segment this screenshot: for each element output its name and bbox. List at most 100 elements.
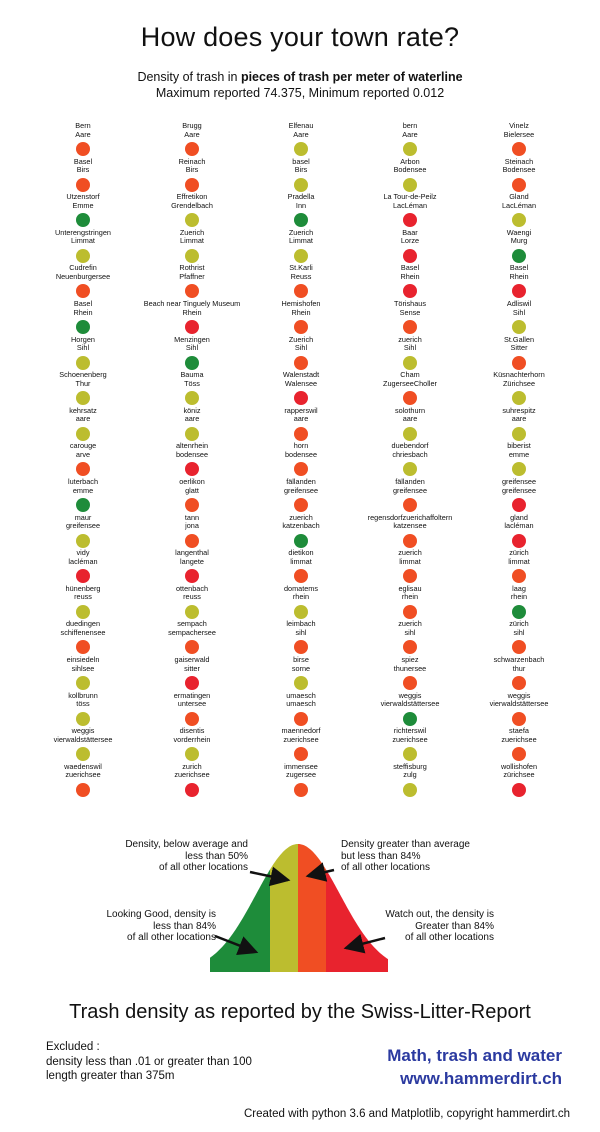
location-name: Menzingen (174, 334, 210, 344)
water-body-name: LacLéman (392, 200, 428, 210)
water-body-name: LacLéman (501, 200, 537, 210)
water-body-name: thunersee (393, 663, 427, 673)
location-name: Brugg (182, 121, 202, 130)
brand-block: Math, trash and water www.hammerdirt.ch (387, 1044, 562, 1090)
location-name: Utzenstorf (66, 192, 100, 202)
arrow-high (343, 933, 386, 954)
density-dot (76, 248, 90, 263)
water-body-name: Thur (75, 378, 91, 388)
location-cell: Zuerich Limmat (246, 228, 356, 263)
water-body-name: sorne (291, 663, 311, 673)
location-name: zürich (509, 619, 529, 629)
location-name: spiez (401, 655, 419, 664)
location-cell: Zuerich Limmat (137, 228, 247, 263)
location-cell: solothurn aare (355, 406, 465, 441)
location-cell: Pradella Inn (246, 193, 356, 228)
location-name: staefa (509, 726, 529, 736)
location-name: Basel (73, 299, 93, 308)
brand-url[interactable]: www.hammerdirt.ch (400, 1069, 562, 1088)
water-body-name: zürichsee (503, 770, 535, 780)
water-body-name: Bodensee (502, 165, 536, 175)
location-cell: laag rhein (464, 584, 574, 619)
location-cell: Walenstadt Walensee (246, 371, 356, 406)
location-cell: duebendorf chriesbach (355, 442, 465, 477)
location-name: sempach (177, 619, 207, 629)
location-name: zurich (182, 761, 202, 771)
density-dot (185, 640, 199, 655)
water-body-name: jona (185, 521, 199, 531)
water-body-name: Sense (399, 307, 421, 317)
location-name: zürich (509, 548, 529, 558)
location-name: Rothrist (179, 263, 205, 273)
density-dot (403, 320, 417, 334)
location-cell: zürich sihl (464, 619, 574, 655)
location-name: bern (402, 121, 418, 130)
water-body-name: arve (75, 449, 91, 459)
water-body-name: sihl (513, 627, 525, 637)
location-name: Arbon (400, 156, 420, 166)
bell-segment-below-average (270, 844, 298, 972)
water-body-name: aare (184, 414, 200, 424)
water-body-name: Neuenburgersee (55, 271, 111, 281)
water-body-name: Walensee (284, 378, 318, 388)
label-above-average-line3: of all other locations (341, 862, 430, 873)
location-cell: Cudrefin Neuenburgersee (28, 264, 138, 299)
density-dot (185, 391, 199, 406)
density-dot (294, 711, 308, 726)
location-name: Vinelz (509, 121, 529, 130)
density-dot (403, 355, 417, 370)
location-name: St.Karli (289, 263, 313, 273)
water-body-name: Sihl (403, 343, 417, 353)
density-dot (403, 177, 417, 192)
label-high: Watch out, the density is Greater than 8… (374, 909, 494, 944)
location-cell: zuerich sihl (355, 620, 465, 655)
water-body-name: Grendelbach (171, 200, 213, 210)
density-dot (294, 391, 308, 406)
density-dot (512, 711, 526, 726)
water-body-name: Bielersee (503, 129, 535, 139)
water-body-name: zuerichsee (174, 770, 210, 780)
label-above-average-line1: Density greater than average (341, 839, 470, 850)
location-cell: weggis vierwaldstättersee (464, 691, 574, 726)
location-cell: Reinach Birs (137, 157, 247, 192)
label-above-average-line2: but less than 84% (341, 850, 421, 862)
location-cell: kehrsatz aare (28, 406, 138, 441)
location-cell: St.Karli Reuss (246, 263, 356, 299)
location-cell: fällanden greifensee (246, 477, 356, 512)
location-name: köniz (183, 405, 201, 415)
location-cell: zuerich Sihl (355, 335, 465, 370)
location-name: richterswil (393, 726, 427, 736)
location-cell: Utzenstorf Emme (28, 192, 138, 228)
location-name: leimbach (286, 619, 316, 629)
water-body-name: Rhein (400, 271, 420, 281)
location-name: Cham (400, 370, 420, 380)
location-name: weggis (398, 690, 422, 700)
density-dot (76, 284, 90, 299)
density-dot (512, 177, 526, 192)
water-body-name: Sitter (510, 343, 528, 353)
density-dot (76, 604, 90, 619)
water-body-name: Aare (75, 129, 91, 139)
water-body-name: Aare (184, 129, 200, 139)
page-title: How does your town rate? (140, 22, 460, 52)
water-body-name: vierwaldstättersee (380, 699, 440, 709)
water-body-name: aare (511, 414, 527, 424)
location-cell: Gland LacLéman (464, 193, 574, 228)
location-name: tann (184, 512, 200, 522)
location-cell: zuerich katzenbach (246, 513, 356, 548)
water-body-name: rhein (401, 592, 419, 602)
density-dot (294, 747, 308, 762)
location-cell: rapperswil aare (246, 406, 356, 441)
location-name: disentis (179, 726, 205, 736)
location-cell: Baar Lorze (355, 228, 465, 263)
location-cell: biberist emme (464, 442, 574, 477)
water-body-name: Inn (295, 200, 307, 210)
water-body-name: lacléman (68, 556, 98, 566)
location-name: ottenbach (175, 583, 209, 593)
density-dot (294, 498, 308, 512)
location-cell: Cham ZugerseeCholler (355, 370, 465, 406)
location-name: domatems (283, 583, 319, 593)
location-cell: köniz aare (137, 405, 247, 441)
water-body-name: greifensee (65, 521, 101, 531)
density-dot (76, 569, 90, 584)
